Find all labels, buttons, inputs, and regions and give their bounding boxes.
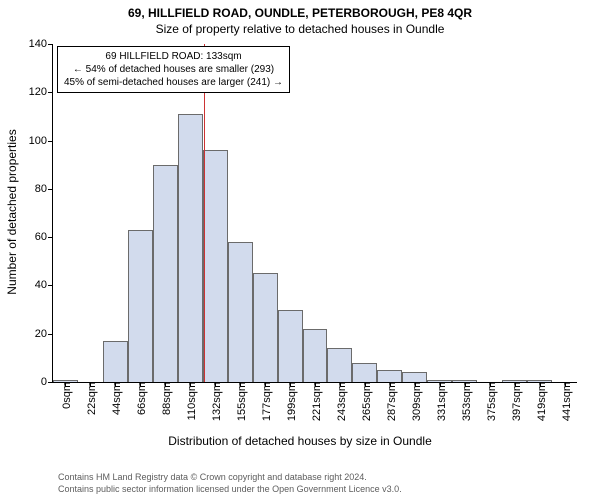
x-tick-mark xyxy=(265,382,266,387)
y-axis-label: Number of detached properties xyxy=(5,112,19,312)
footer-copyright-2: Contains public sector information licen… xyxy=(58,484,402,494)
annotation-line: 45% of semi-detached houses are larger (… xyxy=(64,76,283,89)
histogram-bar xyxy=(402,372,427,382)
chart-annotation-box: 69 HILLFIELD ROAD: 133sqm← 54% of detach… xyxy=(57,46,290,93)
x-tick-label: 353sqm xyxy=(457,382,473,421)
x-tick-label: 199sqm xyxy=(282,382,298,421)
histogram-bar xyxy=(103,341,128,382)
x-tick-label: 309sqm xyxy=(407,382,423,421)
histogram-bar xyxy=(352,363,377,382)
x-axis-label: Distribution of detached houses by size … xyxy=(0,434,600,448)
histogram-bar xyxy=(327,348,352,382)
x-tick-mark xyxy=(290,382,291,387)
x-tick-label: 221sqm xyxy=(307,382,323,421)
y-tick-mark xyxy=(48,141,53,142)
y-tick-mark xyxy=(48,44,53,45)
page-title-address: 69, HILLFIELD ROAD, OUNDLE, PETERBOROUGH… xyxy=(0,6,600,20)
x-tick-mark xyxy=(465,382,466,387)
x-tick-label: 155sqm xyxy=(232,382,248,421)
x-tick-label: 243sqm xyxy=(332,382,348,421)
histogram-bar xyxy=(303,329,328,382)
histogram-bar xyxy=(228,242,253,382)
footer-copyright-1: Contains HM Land Registry data © Crown c… xyxy=(58,472,367,482)
page-title-subtitle: Size of property relative to detached ho… xyxy=(0,22,600,36)
histogram-bar xyxy=(178,114,203,382)
x-tick-mark xyxy=(215,382,216,387)
histogram-bar xyxy=(203,150,228,382)
y-tick-mark xyxy=(48,92,53,93)
annotation-line: 69 HILLFIELD ROAD: 133sqm xyxy=(64,50,283,63)
x-tick-mark xyxy=(240,382,241,387)
histogram-bar xyxy=(278,310,303,382)
x-tick-mark xyxy=(340,382,341,387)
x-tick-mark xyxy=(65,382,66,387)
x-tick-label: 177sqm xyxy=(257,382,273,421)
x-tick-label: 331sqm xyxy=(432,382,448,421)
x-tick-label: 132sqm xyxy=(207,382,223,421)
histogram-chart: 0204060801001201400sqm22sqm44sqm66sqm88s… xyxy=(52,44,577,383)
marker-line xyxy=(204,44,205,382)
x-tick-mark xyxy=(390,382,391,387)
x-tick-mark xyxy=(90,382,91,387)
annotation-line: ← 54% of detached houses are smaller (29… xyxy=(64,63,283,76)
x-tick-label: 265sqm xyxy=(357,382,373,421)
x-tick-mark xyxy=(190,382,191,387)
y-tick-mark xyxy=(48,285,53,286)
x-tick-mark xyxy=(540,382,541,387)
histogram-bar xyxy=(128,230,153,382)
y-tick-mark xyxy=(48,237,53,238)
x-tick-mark xyxy=(440,382,441,387)
x-tick-mark xyxy=(140,382,141,387)
x-tick-label: 110sqm xyxy=(182,382,198,420)
x-tick-mark xyxy=(365,382,366,387)
x-tick-mark xyxy=(565,382,566,387)
x-tick-mark xyxy=(315,382,316,387)
x-tick-mark xyxy=(415,382,416,387)
x-tick-mark xyxy=(490,382,491,387)
x-tick-mark xyxy=(515,382,516,387)
histogram-bar xyxy=(153,165,178,382)
y-tick-mark xyxy=(48,382,53,383)
y-tick-mark xyxy=(48,189,53,190)
y-tick-mark xyxy=(48,334,53,335)
x-tick-label: 375sqm xyxy=(482,382,498,421)
x-tick-label: 419sqm xyxy=(532,382,548,421)
x-tick-label: 287sqm xyxy=(382,382,398,421)
x-tick-mark xyxy=(165,382,166,387)
x-tick-label: 397sqm xyxy=(507,382,523,421)
histogram-bar xyxy=(377,370,402,382)
x-tick-label: 441sqm xyxy=(557,382,573,421)
histogram-bar xyxy=(253,273,278,382)
x-tick-mark xyxy=(115,382,116,387)
